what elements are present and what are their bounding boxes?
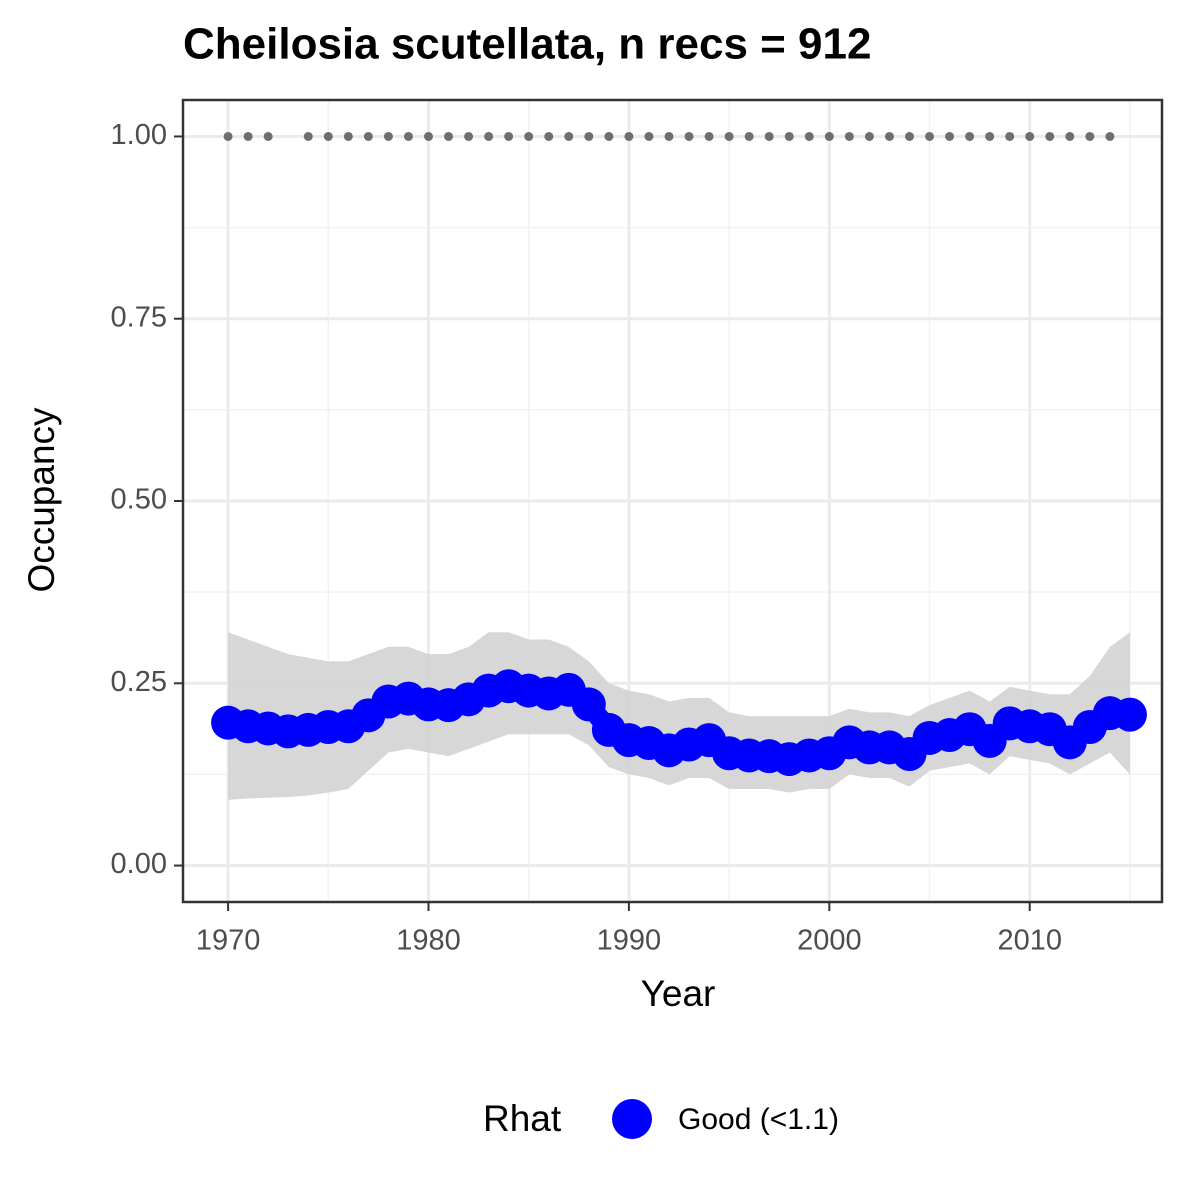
record-point [323,131,333,141]
legend-title: Rhat [483,1098,562,1139]
record-point [444,131,454,141]
record-point [1005,131,1015,141]
record-point [403,131,413,141]
record-point [704,131,714,141]
y-tick-label: 0.75 [111,301,167,333]
y-tick-label: 1.00 [111,119,167,151]
record-point [1085,131,1095,141]
plot-border [181,98,1164,904]
record-point [604,131,614,141]
record-point [223,131,233,141]
y-tick-label: 0.00 [111,848,167,880]
record-point [624,131,634,141]
y-tick-label: 0.50 [111,484,167,516]
record-point [764,131,774,141]
record-point [904,131,914,141]
point [1112,697,1147,732]
record-point [864,131,874,141]
y-axis-title: Occupancy [21,407,62,593]
x-tick-label: 1970 [196,925,261,957]
record-point [383,131,393,141]
record-point [584,131,594,141]
record-point [884,131,894,141]
x-tick-label: 1980 [396,925,461,957]
record-point [524,131,534,141]
record-point [564,131,574,141]
record-point [644,131,654,141]
record-point [784,131,794,141]
x-tick-label: 2010 [997,925,1062,957]
x-tick-label: 2000 [797,925,862,957]
record-point [664,131,674,141]
record-point [985,131,995,141]
legend-key [612,1099,652,1139]
record-point [804,131,814,141]
record-point [303,131,313,141]
y-tick-label: 0.25 [111,666,167,698]
record-point [925,131,935,141]
record-point [363,131,373,141]
point [571,687,606,722]
legend-label: Good (<1.1) [678,1103,839,1136]
record-point [484,131,494,141]
record-point [464,131,474,141]
record-point [824,131,834,141]
record-point [1045,131,1055,141]
record-point [844,131,854,141]
record-point [1025,131,1035,141]
record-point [684,131,694,141]
record-point [343,131,353,141]
record-point [1105,131,1115,141]
record-point [945,131,955,141]
record-point [744,131,754,141]
record-point [1065,131,1075,141]
record-point [724,131,734,141]
record-point [965,131,975,141]
record-point [424,131,434,141]
chart-title: Cheilosia scutellata, n recs = 912 [183,20,871,69]
record-point [544,131,554,141]
record-point [243,131,253,141]
x-axis-title: Year [641,973,716,1014]
x-tick-label: 1990 [597,925,662,957]
record-point [504,131,514,141]
record-point [263,131,273,141]
